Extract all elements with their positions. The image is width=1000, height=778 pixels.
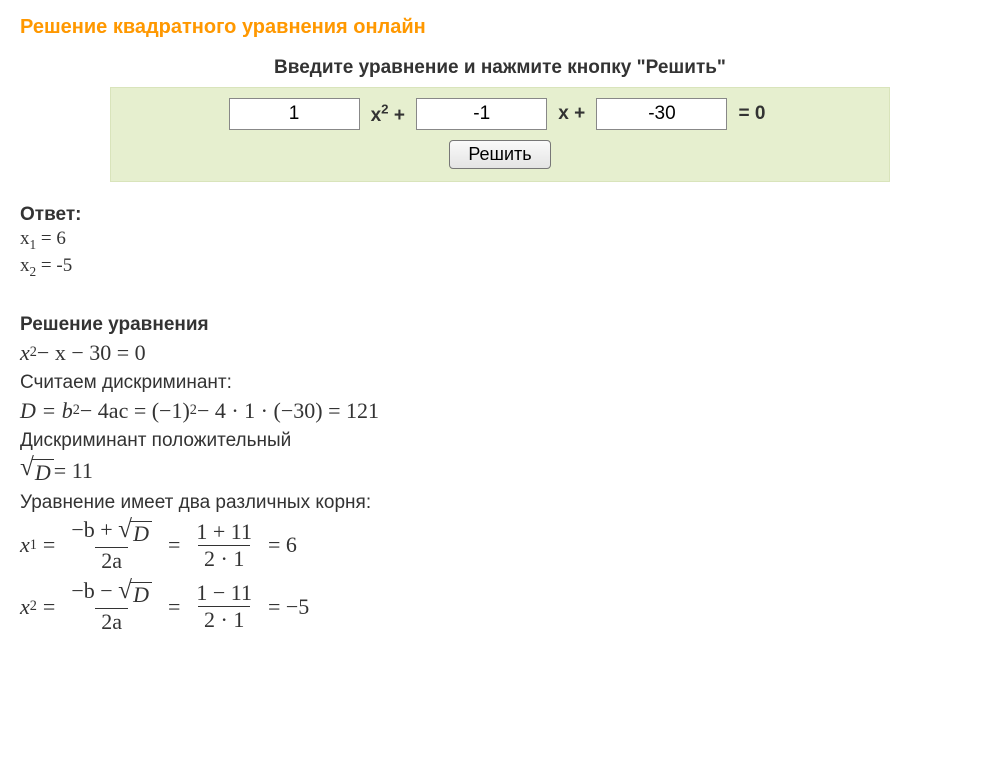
coef-a-input[interactable] (229, 98, 360, 130)
x1-formula: x1 = −b + √D 2a = 1 + 11 2 · 1 = 6 (20, 518, 980, 573)
equation-display: x2 − x − 30 = 0 (20, 340, 980, 366)
two-roots-label: Уравнение имеет два различных корня: (20, 492, 980, 514)
solve-button[interactable]: Решить (449, 140, 550, 169)
coef-c-input[interactable] (596, 98, 727, 130)
answer-x1: x1 = 6 (20, 228, 980, 253)
equation-row: x2 + x + = 0 (111, 98, 889, 130)
discriminant-label: Считаем дискриминант: (20, 372, 980, 394)
discriminant-positive: Дискриминант положительный (20, 430, 980, 452)
sqrt-d: √D = 11 (20, 456, 980, 486)
page-title: Решение квадратного уравнения онлайн (20, 16, 980, 39)
answer-label: Ответ: (20, 204, 980, 226)
x-label: x + (558, 103, 590, 124)
equals-zero-label: = 0 (738, 103, 765, 124)
equation-form: x2 + x + = 0 Решить (110, 87, 890, 182)
solution-header: Решение уравнения (20, 314, 980, 336)
answer-x2: x2 = -5 (20, 255, 980, 280)
x2-formula: x2 = −b − √D 2a = 1 − 11 2 · 1 = −5 (20, 579, 980, 634)
coef-b-input[interactable] (416, 98, 547, 130)
x-squared-label: x2 + (371, 105, 411, 126)
instruction-text: Введите уравнение и нажмите кнопку "Реши… (20, 57, 980, 79)
discriminant-eq: D = b2 − 4ac = (−1)2 − 4 · 1 · (−30) = 1… (20, 398, 980, 424)
